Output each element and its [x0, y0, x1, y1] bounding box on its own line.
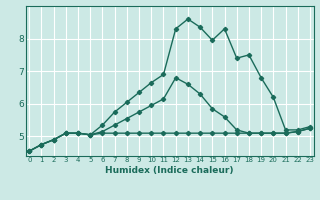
X-axis label: Humidex (Indice chaleur): Humidex (Indice chaleur): [105, 166, 234, 175]
